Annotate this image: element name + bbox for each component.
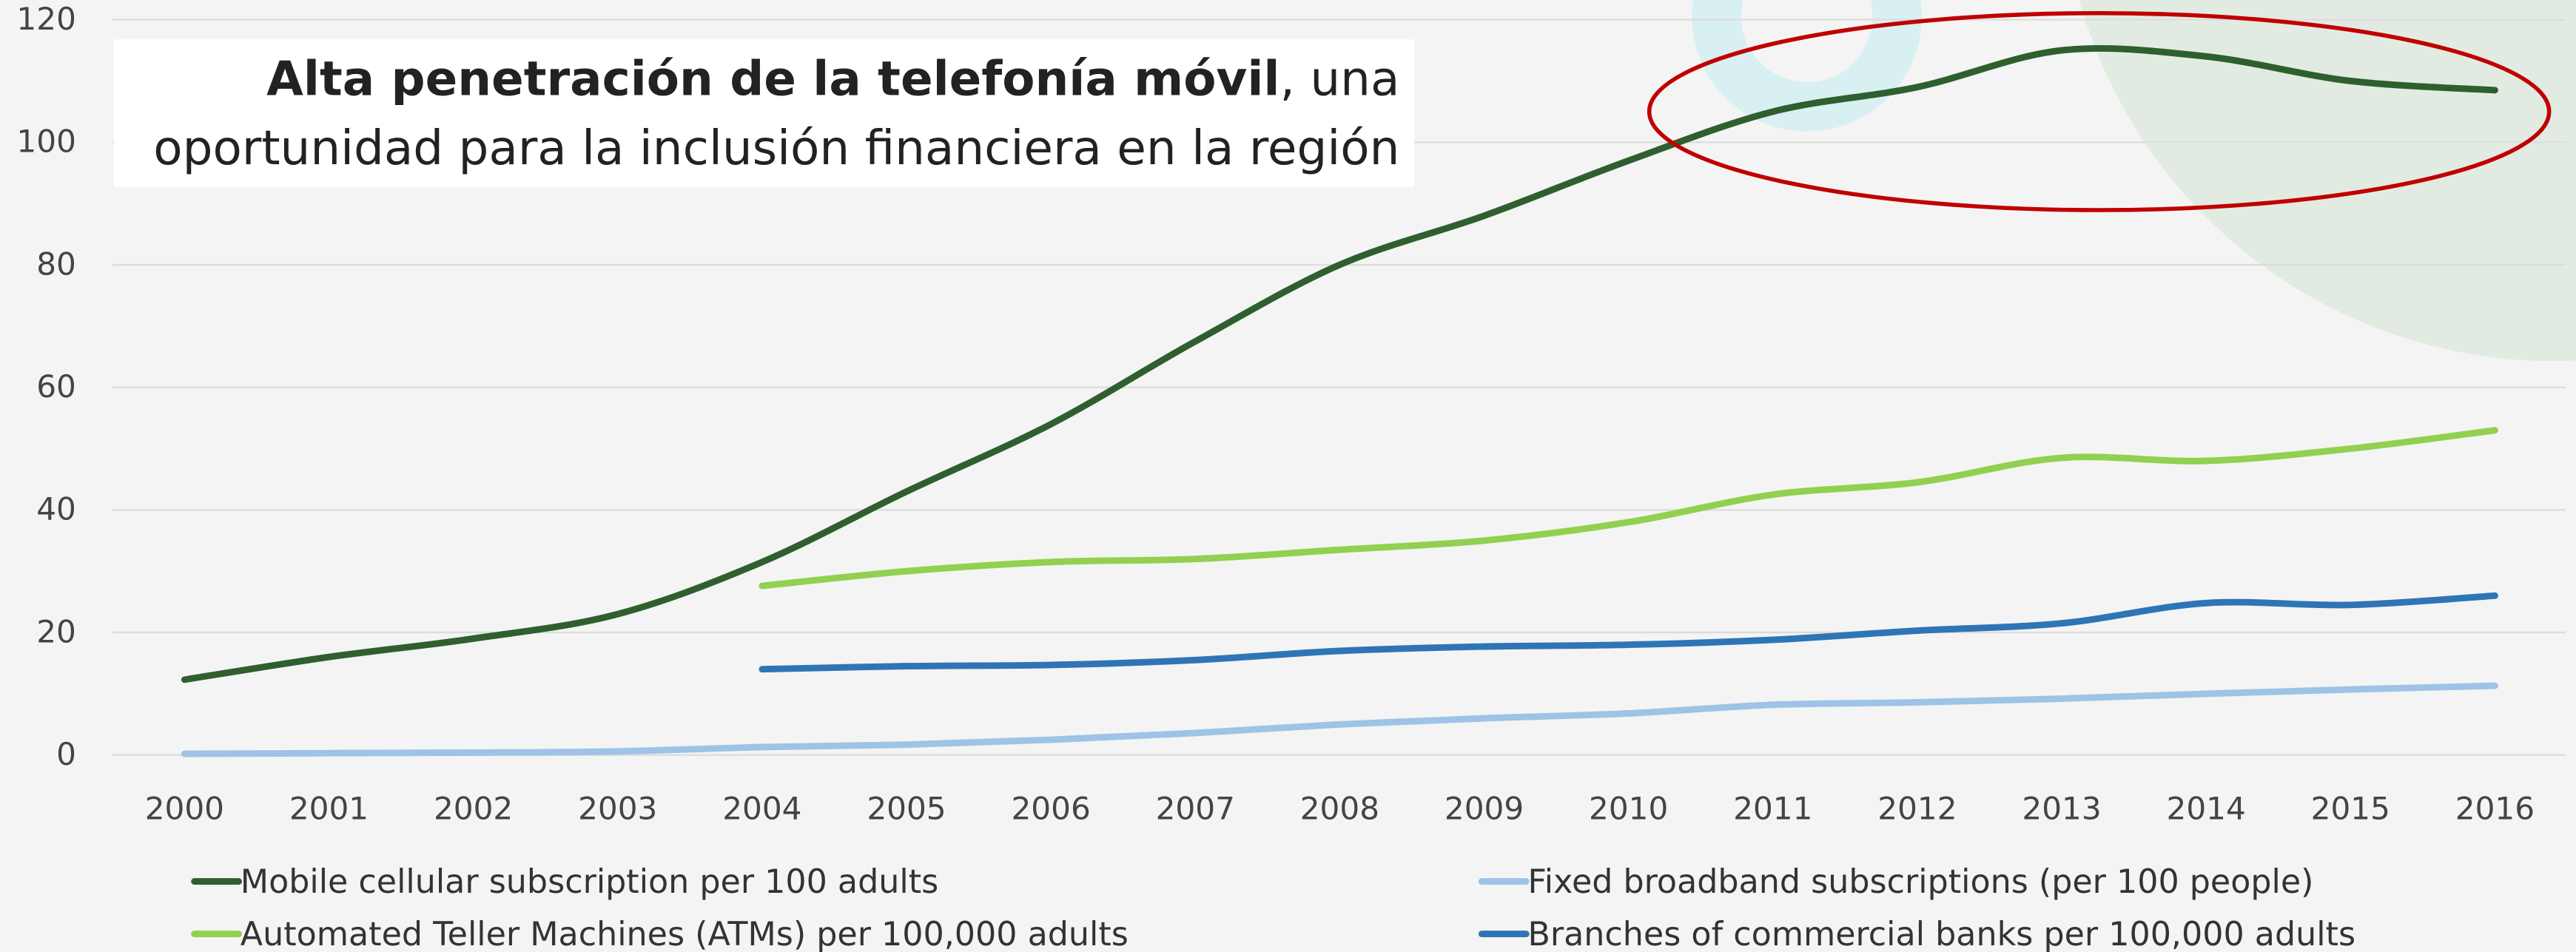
highlight-ellipse bbox=[1647, 10, 2552, 212]
series-line bbox=[181, 682, 2498, 757]
series-line bbox=[181, 45, 2498, 683]
title-rest: , una bbox=[1279, 52, 1399, 107]
x-tick-label: 2012 bbox=[1877, 790, 1957, 826]
x-tick-label: 2003 bbox=[578, 790, 657, 826]
x-tick-label: 2008 bbox=[1300, 790, 1379, 826]
x-tick-label: 2001 bbox=[289, 790, 369, 826]
chart-subtitle: oportunidad para la inclusión financiera… bbox=[153, 121, 1399, 176]
x-tick-label: 2007 bbox=[1156, 790, 1235, 826]
legend-label: Mobile cellular subscription per 100 adu… bbox=[241, 863, 938, 901]
y-tick-label: 40 bbox=[36, 491, 76, 527]
x-tick-label: 2009 bbox=[1445, 790, 1524, 826]
title-box bbox=[113, 39, 1415, 187]
x-tick-label: 2014 bbox=[2167, 790, 2246, 826]
y-tick-label: 120 bbox=[16, 1, 75, 37]
series-line bbox=[759, 427, 2498, 590]
x-tick-label: 2005 bbox=[867, 790, 946, 826]
chart-title: Alta penetración de la telefonía móvil, … bbox=[266, 52, 1399, 107]
x-tick-label: 2015 bbox=[2311, 790, 2390, 826]
x-tick-label: 2016 bbox=[2455, 790, 2535, 826]
legend-label: Fixed broadband subscriptions (per 100 p… bbox=[1527, 863, 2313, 901]
x-tick-label: 2002 bbox=[434, 790, 513, 826]
x-tick-label: 2010 bbox=[1589, 790, 1668, 826]
x-tick-label: 2013 bbox=[2022, 790, 2101, 826]
y-tick-label: 0 bbox=[56, 736, 76, 772]
legend-label: Branches of commercial banks per 100,000… bbox=[1527, 916, 2355, 952]
y-tick-label: 100 bbox=[16, 124, 75, 160]
y-tick-label: 80 bbox=[36, 246, 76, 282]
title-bold: Alta penetración de la telefonía móvil bbox=[266, 52, 1279, 107]
series-line bbox=[759, 592, 2498, 673]
x-tick-label: 2000 bbox=[145, 790, 224, 826]
x-tick-label: 2011 bbox=[1733, 790, 1812, 826]
x-tick-label: 2006 bbox=[1011, 790, 1090, 826]
x-tick-label: 2004 bbox=[722, 790, 801, 826]
legend-label: Automated Teller Machines (ATMs) per 100… bbox=[241, 916, 1129, 952]
y-tick-label: 60 bbox=[36, 368, 76, 405]
y-tick-label: 20 bbox=[36, 613, 76, 649]
